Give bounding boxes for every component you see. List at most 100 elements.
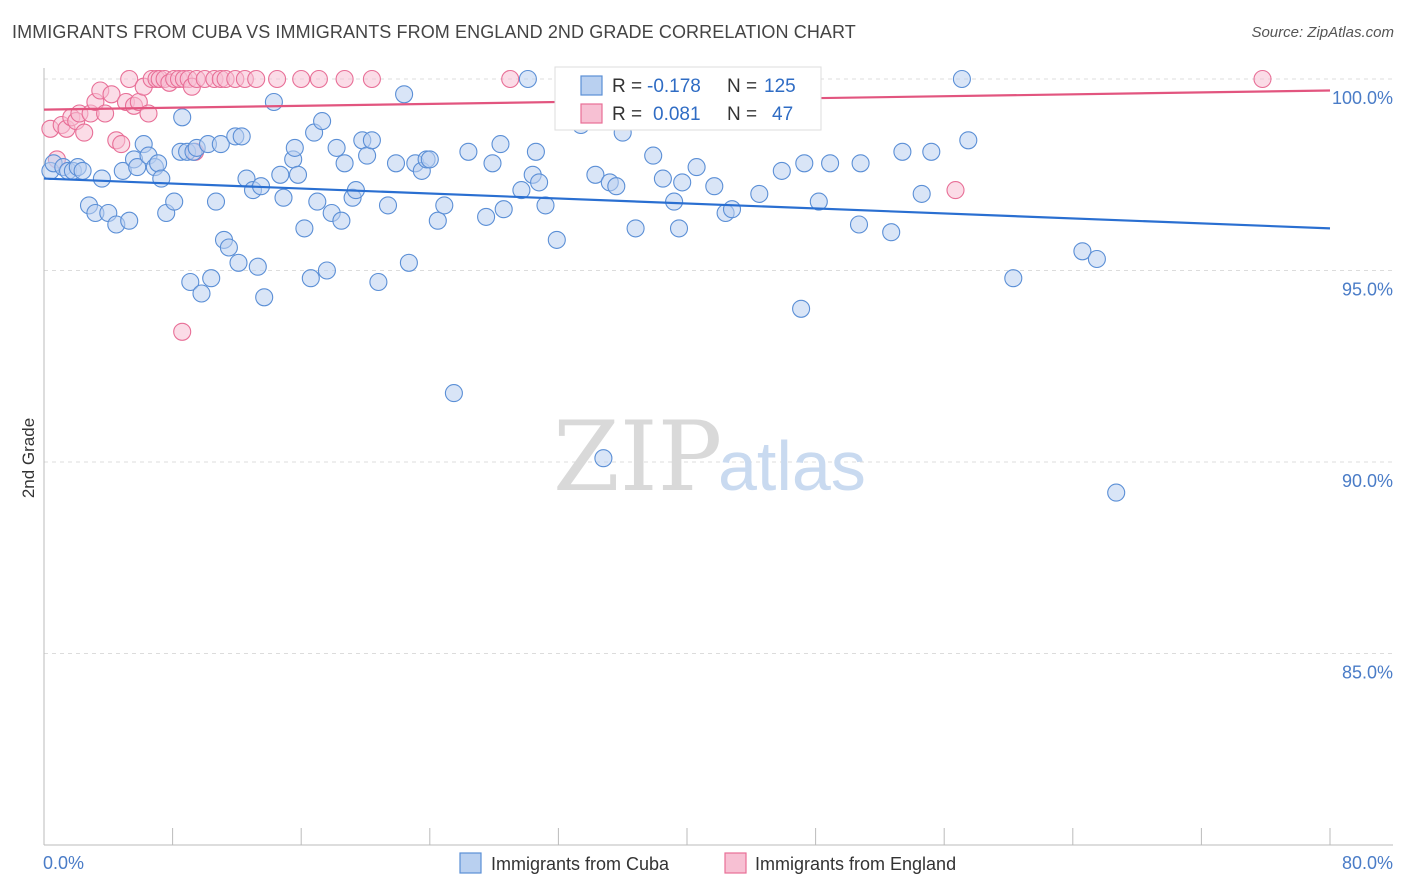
cuba-point [248, 257, 267, 276]
cuba-point [232, 127, 251, 146]
cuba-point [255, 288, 274, 307]
y-tick-labels: 100.0% 95.0% 90.0% 85.0% [1332, 88, 1393, 683]
cuba-point [722, 200, 742, 219]
cuba-point [264, 92, 283, 112]
england-point [247, 69, 266, 89]
legend-england-label: Immigrants from England [755, 854, 956, 874]
england-point [1253, 69, 1272, 89]
y-tick-label: 100.0% [1332, 88, 1393, 108]
cuba-point [491, 135, 510, 154]
england-point [292, 69, 311, 89]
england-point [362, 69, 381, 89]
cuba-point [607, 177, 626, 196]
england-point [268, 69, 287, 89]
cuba-point [128, 158, 147, 177]
cuba-point [211, 135, 230, 154]
cuba-point [795, 154, 814, 173]
cuba-point [332, 211, 351, 230]
stats-legend-box: R = -0.178 N = 125 R = 0.081 N = 47 [554, 66, 822, 131]
cuba-point [295, 219, 314, 238]
cuba-point [358, 146, 377, 165]
cuba-point [792, 299, 811, 318]
cuba-point [219, 238, 238, 257]
cuba-point [271, 165, 290, 184]
source-label: Source: ZipAtlas.com [1251, 24, 1394, 41]
cuba-n-value: 125 [764, 76, 796, 97]
cuba-point [369, 272, 388, 292]
cuba-point [120, 211, 139, 230]
cuba-trend-line [43, 177, 1331, 230]
england-n-value: 47 [772, 104, 793, 125]
cuba-point [526, 142, 545, 161]
cuba-point [653, 169, 672, 188]
england-n-label: N = [727, 104, 757, 125]
cuba-point [206, 192, 226, 211]
cuba-point [494, 200, 513, 219]
cuba-point [772, 161, 791, 180]
y-tick-label: 95.0% [1342, 280, 1393, 300]
cuba-point [912, 184, 931, 203]
england-point [946, 181, 965, 200]
cuba-point [165, 192, 184, 211]
cuba-point [327, 138, 346, 157]
cuba-point [285, 138, 304, 157]
england-point [75, 123, 94, 142]
england-point [173, 322, 192, 341]
y-axis-label: 2nd Grade [19, 418, 38, 498]
legend-cuba-swatch [459, 852, 482, 874]
cuba-point [395, 85, 414, 104]
x-tick-label-max: 80.0% [1342, 853, 1393, 873]
y-tick-label: 90.0% [1342, 471, 1393, 491]
cuba-point [809, 192, 828, 211]
chart-title: IMMIGRANTS FROM CUBA VS IMMIGRANTS FROM … [12, 22, 856, 42]
cuba-point [73, 161, 92, 180]
cuba-point [952, 69, 971, 89]
cuba-point [317, 261, 336, 280]
cuba-point [149, 154, 168, 173]
legend-cuba-label: Immigrants from Cuba [491, 854, 670, 874]
cuba-point [644, 146, 663, 165]
cuba-point [192, 284, 211, 303]
england-point [112, 135, 131, 154]
england-point [139, 104, 158, 123]
england-point [501, 69, 520, 89]
cuba-point [202, 269, 221, 288]
y-tick-label: 85.0% [1342, 663, 1393, 683]
cuba-point [849, 215, 869, 234]
cuba-point [1107, 483, 1126, 502]
cuba-point [1073, 242, 1092, 261]
x-tick-label-min: 0.0% [43, 853, 84, 873]
cuba-point [173, 108, 192, 127]
england-point [102, 85, 121, 104]
watermark: ZIP atlas [553, 401, 866, 513]
gridlines [44, 78, 1393, 654]
cuba-point [893, 142, 912, 161]
cuba-point [665, 192, 684, 211]
cuba-r-value: -0.178 [647, 76, 701, 97]
series-cuba-points [41, 69, 1126, 502]
cuba-n-label: N = [727, 76, 757, 97]
england-swatch [580, 103, 603, 124]
axes [43, 68, 1393, 846]
legend-england-swatch [724, 852, 747, 874]
series-legend: Immigrants from Cuba Immigrants from Eng… [459, 852, 956, 874]
cuba-swatch [580, 75, 603, 96]
cuba-point [459, 142, 478, 161]
cuba-point [477, 207, 496, 226]
cuba-point [335, 154, 354, 173]
cuba-point [274, 188, 293, 207]
cuba-point [851, 154, 870, 173]
cuba-point [959, 131, 978, 150]
cuba-point [547, 230, 566, 249]
cuba-point [536, 196, 555, 215]
cuba-point [435, 196, 454, 215]
cuba-point [705, 177, 724, 196]
cuba-point [687, 158, 706, 177]
cuba-point [229, 253, 248, 272]
cuba-point [313, 112, 332, 131]
cuba-point [444, 384, 463, 403]
cuba-point [308, 192, 327, 211]
england-point [309, 69, 328, 89]
cuba-point [362, 131, 381, 150]
england-r-value: 0.081 [653, 104, 701, 125]
